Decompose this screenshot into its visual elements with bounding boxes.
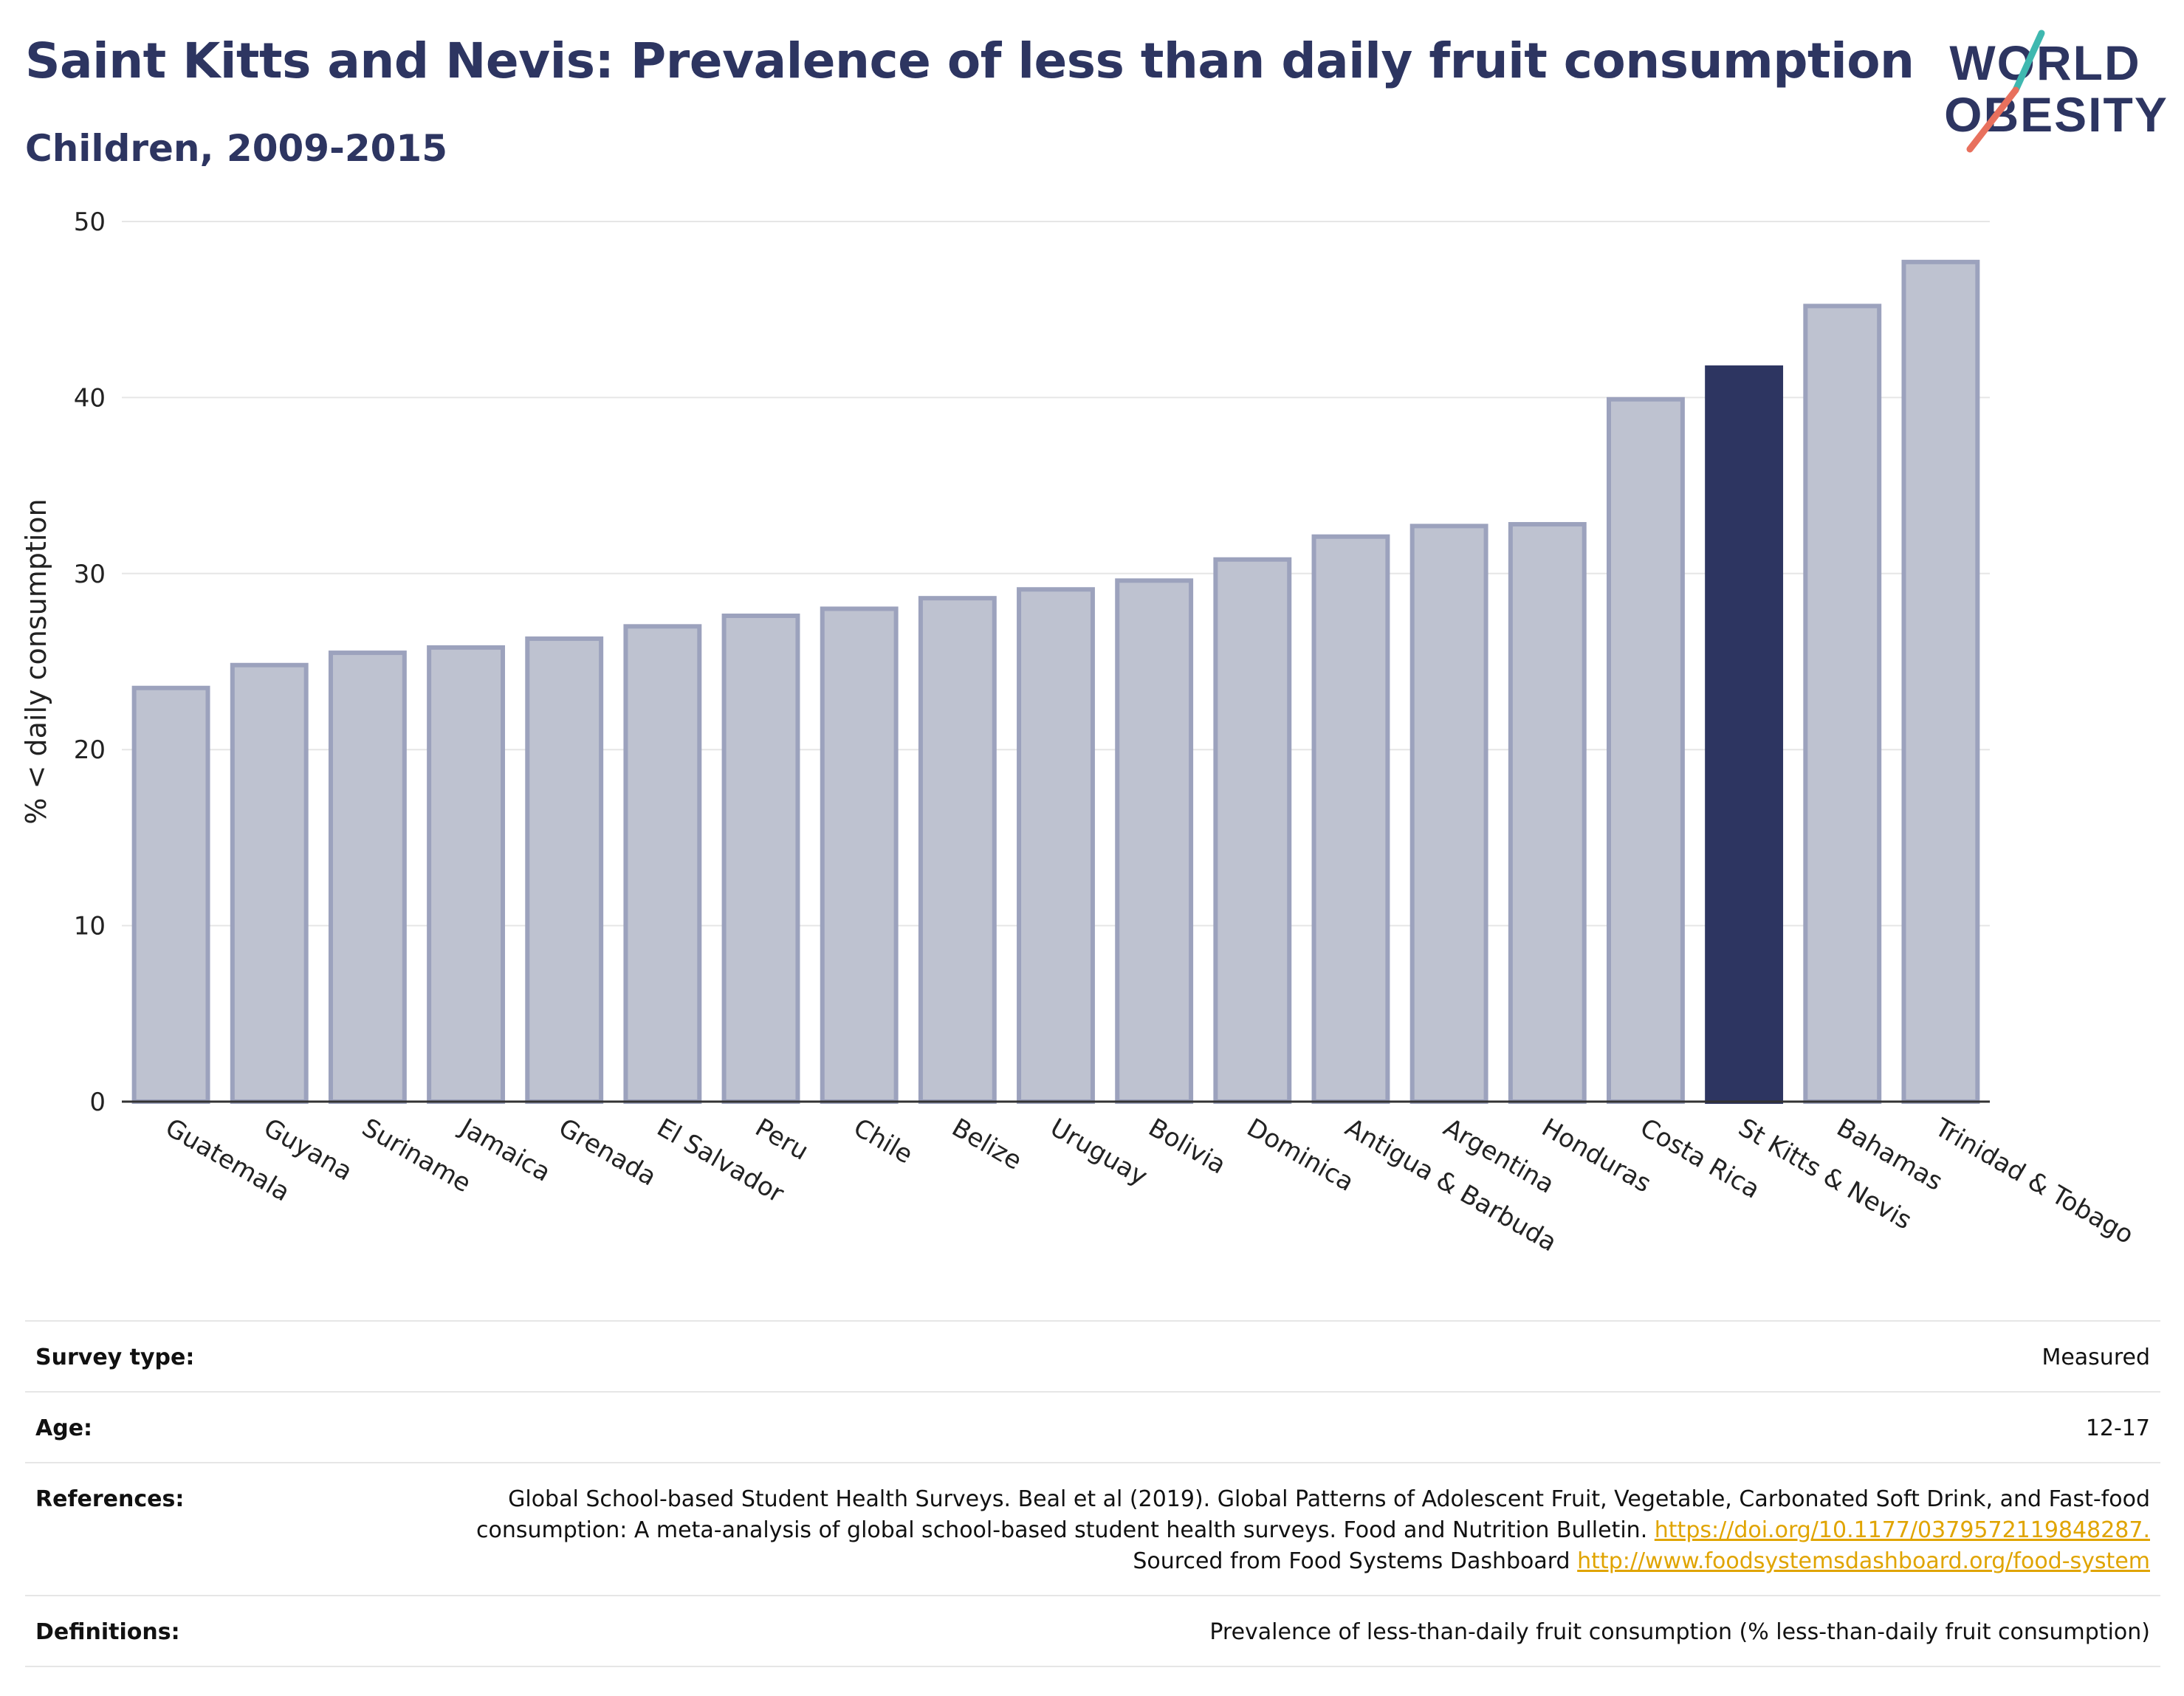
- bar-grenada: [525, 636, 604, 1104]
- bar-honduras: [1508, 522, 1587, 1105]
- age-value: 12-17: [2085, 1415, 2150, 1441]
- x-tick-label: Grenada: [554, 1113, 662, 1192]
- bar-st-kitts-nevis: [1705, 365, 1784, 1104]
- y-tick-label: 10: [74, 912, 106, 941]
- bar-bolivia: [1115, 578, 1194, 1104]
- x-tick-label: Trinidad & Tobago: [1929, 1113, 2138, 1251]
- x-tick-label: Chile: [848, 1113, 918, 1170]
- food-systems-dashboard-link[interactable]: http://www.foodsystemsdashboard.org/food…: [1577, 1548, 2150, 1574]
- age-label: Age:: [35, 1415, 93, 1441]
- age-row: Age: 12-17: [25, 1393, 2160, 1463]
- chart-subtitle: Children, 2009-2015: [25, 127, 447, 170]
- survey-type-row: Survey type: Measured: [25, 1322, 2160, 1393]
- x-tick-label: St Kitts & Nevis: [1734, 1113, 1917, 1235]
- bar-peru: [721, 614, 800, 1104]
- x-tick-label: Uruguay: [1045, 1113, 1153, 1192]
- logo-slash-coral: [1966, 86, 2019, 153]
- bar-guatemala: [131, 685, 210, 1104]
- bar-guyana: [230, 662, 309, 1104]
- bar-antigua-barbuda: [1311, 534, 1390, 1104]
- logo-word-world: WORLD: [1949, 35, 2140, 90]
- bar-chile: [820, 606, 899, 1104]
- info-table: Survey type: Measured Age: 12-17 Referen…: [25, 1320, 2160, 1667]
- bar-trinidad-tobago: [1901, 259, 1980, 1104]
- x-tick-label: Suriname: [357, 1113, 475, 1198]
- definitions-row: Definitions: Prevalence of less-than-dai…: [25, 1596, 2160, 1667]
- doi-link[interactable]: https://doi.org/10.1177/0379572119848287…: [1654, 1517, 2150, 1543]
- bar-bahamas: [1803, 303, 1882, 1104]
- x-tick-label: Dominica: [1242, 1113, 1359, 1198]
- definitions-value: Prevalence of less-than-daily fruit cons…: [1209, 1619, 2150, 1645]
- bar-argentina: [1409, 523, 1488, 1104]
- y-axis-title: % < daily consumption: [20, 498, 52, 824]
- bar-costa-rica: [1607, 396, 1685, 1104]
- x-tick-label: Peru: [750, 1113, 814, 1167]
- logo-slash-teal: [2012, 30, 2045, 94]
- definitions-label: Definitions:: [35, 1619, 180, 1645]
- chart-title: Saint Kitts and Nevis: Prevalence of les…: [25, 32, 1915, 89]
- y-axis-ticks: 0 10 20 30 40 50: [74, 207, 106, 1117]
- survey-type-value: Measured: [2042, 1345, 2150, 1370]
- references-source-text: Sourced from Food Systems Dashboard: [1133, 1548, 1570, 1574]
- bars: [131, 259, 1980, 1105]
- bar-dominica: [1213, 557, 1292, 1104]
- references-value: Global School-based Student Health Surve…: [467, 1484, 2150, 1577]
- x-tick-label: Honduras: [1536, 1113, 1656, 1198]
- references-label: References:: [35, 1486, 185, 1512]
- y-tick-label: 30: [74, 560, 106, 589]
- y-tick-label: 20: [74, 735, 106, 765]
- bar-belize: [918, 596, 997, 1104]
- bar-jamaica: [427, 645, 505, 1104]
- x-tick-label: Belize: [947, 1113, 1026, 1176]
- y-tick-label: 40: [74, 383, 106, 413]
- world-obesity-logo: WORLD OBESITY: [1944, 30, 2167, 153]
- bar-suriname: [328, 650, 407, 1104]
- references-row: References: Global School-based Student …: [25, 1463, 2160, 1596]
- y-tick-label: 50: [74, 207, 106, 237]
- survey-type-label: Survey type:: [35, 1345, 195, 1370]
- x-tick-label: Bolivia: [1144, 1113, 1231, 1180]
- y-tick-label: 0: [89, 1088, 106, 1117]
- bar-el-salvador: [623, 624, 702, 1104]
- references-text: Global School-based Student Health Surve…: [475, 1486, 2150, 1543]
- bar-uruguay: [1017, 587, 1095, 1104]
